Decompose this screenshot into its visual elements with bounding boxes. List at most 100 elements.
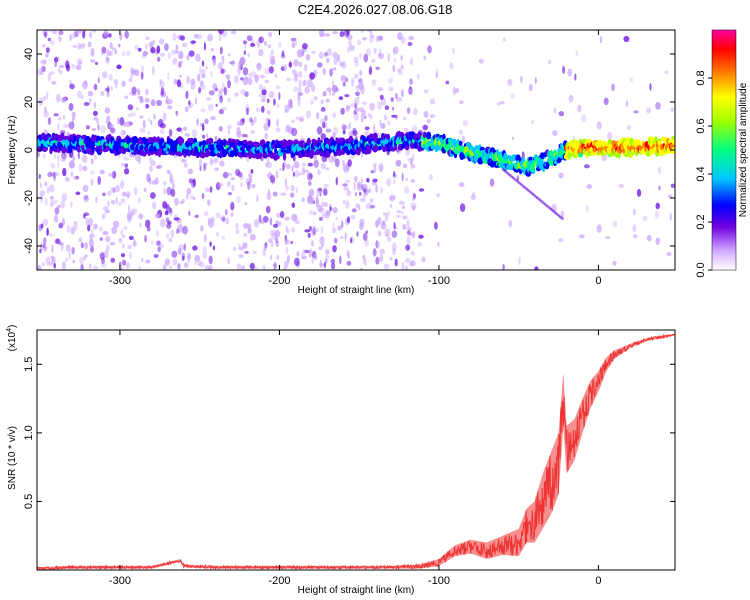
heatmap-noise-cell — [44, 181, 48, 187]
heatmap-noise-cell — [352, 127, 357, 134]
heatmap-noise-cell — [285, 185, 290, 191]
heatmap-noise-cell — [346, 30, 350, 37]
heatmap-noise-cell — [225, 217, 230, 225]
heatmap-noise-cell — [145, 219, 151, 229]
heatmap-noise-cell — [235, 168, 241, 176]
spectrogram-y-tick-label: -40 — [23, 238, 35, 254]
heatmap-noise-cell — [308, 188, 315, 197]
heatmap-noise-cell — [223, 86, 228, 96]
heatmap-noise-cell — [50, 201, 54, 208]
snr-y-tick-label: 0.5 — [23, 494, 35, 509]
heatmap-noise-cell — [332, 112, 337, 119]
heatmap-noise-cell — [285, 247, 289, 254]
heatmap-noise-cell — [574, 73, 577, 81]
heatmap-ridge-cell — [180, 138, 185, 144]
heatmap-noise-cell — [649, 82, 652, 91]
heatmap-noise-cell — [162, 112, 167, 122]
heatmap-noise-cell — [87, 90, 94, 97]
heatmap-noise-cell — [277, 104, 280, 108]
heatmap-noise-cell — [642, 215, 648, 222]
heatmap-noise-cell — [194, 214, 199, 218]
heatmap-noise-cell — [227, 129, 230, 135]
heatmap-noise-cell — [93, 101, 97, 109]
spectrogram-x-tick-label: 0 — [595, 275, 601, 287]
heatmap-noise-cell — [38, 174, 41, 179]
heatmap-noise-cell — [114, 185, 120, 193]
heatmap-noise-cell — [231, 184, 235, 192]
heatmap-noise-cell — [301, 162, 306, 167]
heatmap-noise-cell — [378, 230, 382, 237]
heatmap-noise-cell — [633, 208, 636, 216]
heatmap-noise-cell — [406, 107, 411, 114]
heatmap-noise-cell — [384, 228, 391, 237]
heatmap-noise-cell — [186, 75, 190, 85]
heatmap-noise-cell — [42, 237, 47, 246]
heatmap-noise-cell — [151, 66, 155, 75]
heatmap-ridge-cell — [378, 146, 382, 151]
heatmap-noise-cell — [369, 30, 373, 35]
heatmap-ridge-cell — [207, 137, 214, 145]
heatmap-noise-cell — [269, 59, 276, 65]
heatmap-noise-cell — [176, 79, 182, 88]
heatmap-noise-cell — [319, 236, 325, 245]
colorbar-tick-label: 0.0 — [695, 262, 707, 277]
heatmap-noise-cell — [386, 178, 392, 187]
heatmap-noise-cell — [646, 234, 652, 242]
heatmap-noise-cell — [373, 124, 376, 133]
heatmap-noise-cell — [250, 39, 255, 44]
heatmap-noise-cell — [379, 94, 384, 100]
heatmap-noise-cell — [268, 31, 273, 38]
heatmap-noise-cell — [369, 34, 375, 39]
heatmap-noise-cell — [362, 232, 368, 241]
heatmap-noise-cell — [93, 223, 98, 230]
heatmap-noise-cell — [336, 54, 340, 63]
heatmap-noise-cell — [313, 154, 317, 160]
heatmap-noise-cell — [296, 251, 300, 257]
heatmap-noise-cell — [150, 192, 156, 199]
heatmap-noise-cell — [120, 162, 125, 167]
heatmap-noise-cell — [212, 58, 216, 67]
heatmap-noise-cell — [106, 244, 110, 252]
heatmap-noise-cell — [318, 30, 325, 37]
heatmap-noise-cell — [359, 69, 363, 76]
heatmap-noise-cell — [108, 74, 113, 81]
heatmap-noise-cell — [393, 171, 396, 178]
heatmap-noise-cell — [128, 204, 131, 213]
heatmap-noise-cell — [73, 175, 77, 180]
heatmap-noise-cell — [219, 95, 224, 103]
heatmap-noise-cell — [317, 188, 322, 192]
heatmap-noise-cell — [562, 65, 565, 74]
heatmap-noise-cell — [381, 122, 386, 129]
heatmap-noise-cell — [612, 220, 618, 228]
heatmap-noise-cell — [68, 121, 75, 130]
heatmap-noise-cell — [52, 30, 57, 35]
heatmap-noise-cell — [397, 32, 403, 40]
heatmap-noise-cell — [139, 115, 144, 120]
heatmap-noise-cell — [60, 200, 66, 209]
heatmap-noise-cell — [158, 243, 164, 249]
heatmap-noise-cell — [449, 62, 454, 70]
snr-panel: -300 -200 -100 0 0.5 1.0 1.5 Height of straig… — [6, 325, 676, 596]
heatmap-noise-cell — [120, 180, 125, 189]
heatmap-noise-cell — [227, 172, 233, 177]
heatmap-noise-cell — [328, 155, 334, 164]
heatmap-noise-cell — [110, 86, 114, 91]
heatmap-noise-cell — [630, 77, 633, 83]
heatmap-noise-cell — [48, 184, 55, 193]
heatmap-noise-cell — [249, 234, 256, 241]
heatmap-noise-cell — [410, 57, 413, 66]
heatmap-noise-cell — [340, 107, 345, 115]
heatmap-noise-cell — [454, 88, 460, 93]
heatmap-noise-cell — [413, 205, 416, 210]
heatmap-noise-cell — [105, 51, 112, 56]
heatmap-noise-cell — [287, 254, 290, 264]
heatmap-noise-cell — [356, 231, 359, 237]
heatmap-noise-cell — [350, 215, 356, 220]
heatmap-noise-cell — [183, 162, 188, 168]
heatmap-noise-cell — [344, 30, 349, 38]
heatmap-noise-cell — [149, 42, 153, 48]
heatmap-noise-cell — [144, 97, 150, 103]
heatmap-noise-cell — [157, 164, 163, 168]
heatmap-noise-cell — [190, 40, 196, 44]
heatmap-noise-cell — [221, 55, 225, 65]
